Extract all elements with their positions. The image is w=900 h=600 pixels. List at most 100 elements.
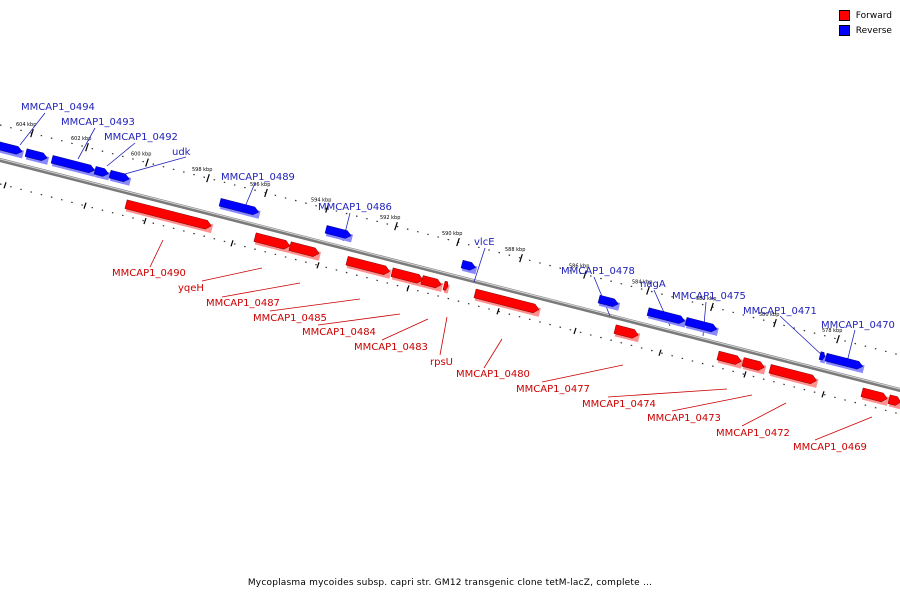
scale-tick-mark [85, 143, 89, 152]
gene-label: MMCAP1_0493 [61, 117, 135, 128]
forward-gene-arrow [741, 357, 767, 375]
gene-label: udk [172, 147, 191, 158]
forward-gene-arrow [345, 256, 392, 279]
forward-gene-arrow [887, 394, 900, 410]
forward-gene-arrow [613, 324, 641, 343]
sequence-caption: Mycoplasma mycoides subsp. capri str. GM… [247, 578, 653, 588]
backbone-line [0, 157, 900, 393]
gene-features [0, 141, 900, 410]
scale-tick-mark [456, 237, 460, 247]
scale-tick-mark [325, 204, 329, 213]
scale-tick-label: 592 kbp [380, 215, 400, 221]
reverse-gene-arrow [684, 317, 719, 336]
legend-swatch-reverse [838, 25, 850, 36]
backbone [0, 157, 900, 393]
forward-gene-arrow [288, 241, 322, 261]
reverse-gene-arrow [824, 352, 865, 374]
gene-label: MMCAP1_0484 [302, 327, 376, 338]
label-leader-line [269, 298, 361, 312]
gene-label: MMCAP1_0487 [206, 298, 280, 309]
forward-gene-arrow [442, 280, 450, 294]
label-leader-line [19, 112, 46, 146]
gene-label: MMCAP1_0486 [318, 202, 392, 213]
lower-tick-mark [658, 349, 662, 356]
gene-label: MMCAP1_0483 [354, 342, 428, 353]
scale-tick-mark [206, 173, 210, 183]
label-leader-line [779, 315, 825, 358]
lower-tick-mark [83, 202, 87, 209]
reverse-gene-arrow [324, 225, 354, 243]
reverse-gene-arrow [50, 155, 97, 177]
label-leader-line [317, 313, 401, 326]
backbone-highlight [0, 158, 900, 390]
gene-label: MMCAP1_0480 [456, 369, 530, 380]
scale-tick-label: 594 kbp [311, 198, 331, 204]
scale-tick-label: 604 kbp [16, 122, 36, 128]
legend-label-reverse: Reverse [855, 25, 892, 36]
label-leader-line [483, 338, 503, 369]
lower-tick-mark [230, 240, 234, 247]
label-leader-line [741, 402, 787, 427]
label-leader-line [381, 318, 429, 341]
forward-gene-arrow [420, 275, 444, 292]
lower-tick-mark [496, 308, 500, 315]
reverse-gene-arrow [0, 141, 25, 159]
scale-tick-label: 596 kbp [250, 182, 270, 188]
label-leader-line [124, 156, 187, 175]
scale-ticks: 604 kbp 602 kbp 600 kbp 598 kbp 596 kbp 594 k… [3, 122, 842, 398]
label-leader-line [473, 247, 486, 283]
reverse-gene-arrow [818, 351, 827, 364]
gene-label: rpsU [430, 357, 453, 368]
gene-label: nagA [640, 279, 666, 290]
scale-tick-label: 580 kbp [759, 312, 779, 318]
forward-gene-arrow [860, 387, 890, 406]
reverse-gene-arrow [460, 259, 478, 275]
scale-tick-label: 590 kbp [442, 231, 462, 237]
forward-gene-arrow [390, 267, 425, 288]
reverse-gene-arrow [108, 169, 132, 186]
legend: Forward Reverse [838, 8, 892, 38]
scale-tick-mark [145, 158, 149, 167]
legend-swatch-forward [838, 10, 850, 21]
gene-label: MMCAP1_0473 [647, 413, 721, 424]
label-leader-line [607, 388, 728, 398]
scale-tick-mark [836, 334, 840, 344]
forward-gene-arrow [124, 199, 214, 234]
label-leader-line [201, 267, 263, 282]
forward-gene-arrow [473, 288, 541, 317]
lower-tick-mark [143, 217, 147, 225]
scale-tick-mark [646, 286, 650, 295]
upper-dotted-track [0, 124, 900, 356]
reverse-gene-arrow [597, 294, 621, 311]
scale-tick-mark [519, 253, 523, 263]
label-leader-line [541, 364, 624, 383]
scale-tick-mark [264, 188, 268, 198]
gene-label: MMCAP1_0471 [743, 306, 817, 317]
lower-tick-mark [573, 327, 577, 335]
forward-gene-arrow [253, 232, 292, 254]
label-leader-line [77, 127, 96, 160]
scale-tick-mark [583, 270, 587, 279]
lower-tick-mark [821, 391, 825, 398]
label-leader-line [814, 416, 873, 441]
scale-tick-label: 588 kbp [505, 247, 525, 253]
label-leaders [19, 112, 873, 441]
gene-label: yqeH [178, 283, 204, 294]
label-leader-line [671, 394, 753, 412]
gene-label: MMCAP1_0469 [793, 442, 867, 453]
label-leader-line [106, 142, 136, 167]
scale-tick-mark [394, 222, 398, 231]
gene-label: MMCAP1_0490 [112, 268, 186, 279]
gene-label: MMCAP1_0478 [561, 266, 635, 277]
forward-gene-arrow [768, 364, 819, 388]
lower-tick-mark [406, 285, 410, 292]
reverse-gene-arrow [218, 198, 261, 219]
legend-item-reverse: Reverse [838, 23, 892, 38]
label-leader-line [221, 282, 301, 298]
legend-item-forward: Forward [838, 8, 892, 23]
gene-label: MMCAP1_0494 [21, 102, 95, 113]
scale-tick-label: 582 kbp [696, 296, 716, 302]
gene-label: MMCAP1_0475 [672, 291, 746, 302]
